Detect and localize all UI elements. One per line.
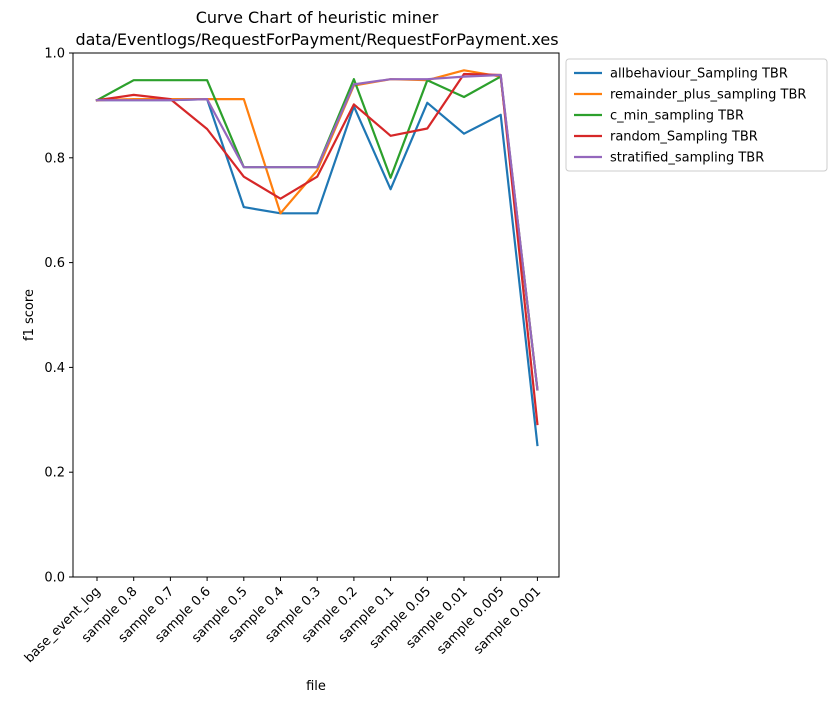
y-tick-label: 0.0 (44, 571, 65, 586)
legend-frame (565, 58, 828, 172)
legend-label-1: allbehaviour_Sampling TBR (610, 67, 788, 82)
y-tick-label: 0.4 (44, 361, 65, 376)
y-axis-label: f1 score (22, 289, 37, 341)
x-tick-label: sample 0.001 (471, 584, 544, 657)
y-tick-label: 1.0 (44, 47, 65, 62)
series-line-1 (95, 97, 539, 447)
y-tick-label: 0.2 (44, 466, 65, 481)
y-axis: 0.0 0.2 0.4 0.6 0.8 1.0 (44, 47, 73, 586)
plot-frame (72, 52, 560, 578)
series-line-2 (95, 69, 539, 391)
series-line-4 (95, 72, 539, 426)
legend-label-3: c_min_sampling TBR (610, 109, 744, 124)
plot-area (95, 69, 539, 447)
legend: allbehaviour_Sampling TBR remainder_plus_… (565, 58, 828, 172)
legend-label-4: random_Sampling TBR (610, 130, 758, 145)
y-tick-label: 0.6 (44, 256, 65, 271)
y-tick-label: 0.8 (44, 151, 65, 166)
chart-title-line-2: data/Eventlogs/RequestForPayment/Request… (75, 30, 558, 49)
series-line-5 (95, 73, 539, 391)
series-line-3 (95, 75, 539, 391)
legend-label-2: remainder_plus_sampling TBR (610, 88, 806, 103)
x-axis-label: file (306, 679, 326, 694)
chart-title-line-1: Curve Chart of heuristic miner (196, 8, 439, 27)
legend-label-5: stratified_sampling TBR (610, 151, 764, 166)
